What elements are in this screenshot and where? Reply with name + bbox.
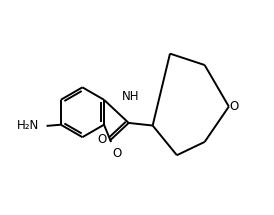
Text: O: O bbox=[97, 133, 106, 146]
Text: H₂N: H₂N bbox=[17, 119, 39, 132]
Text: O: O bbox=[229, 100, 239, 113]
Text: NH: NH bbox=[122, 90, 140, 103]
Text: O: O bbox=[112, 147, 122, 160]
